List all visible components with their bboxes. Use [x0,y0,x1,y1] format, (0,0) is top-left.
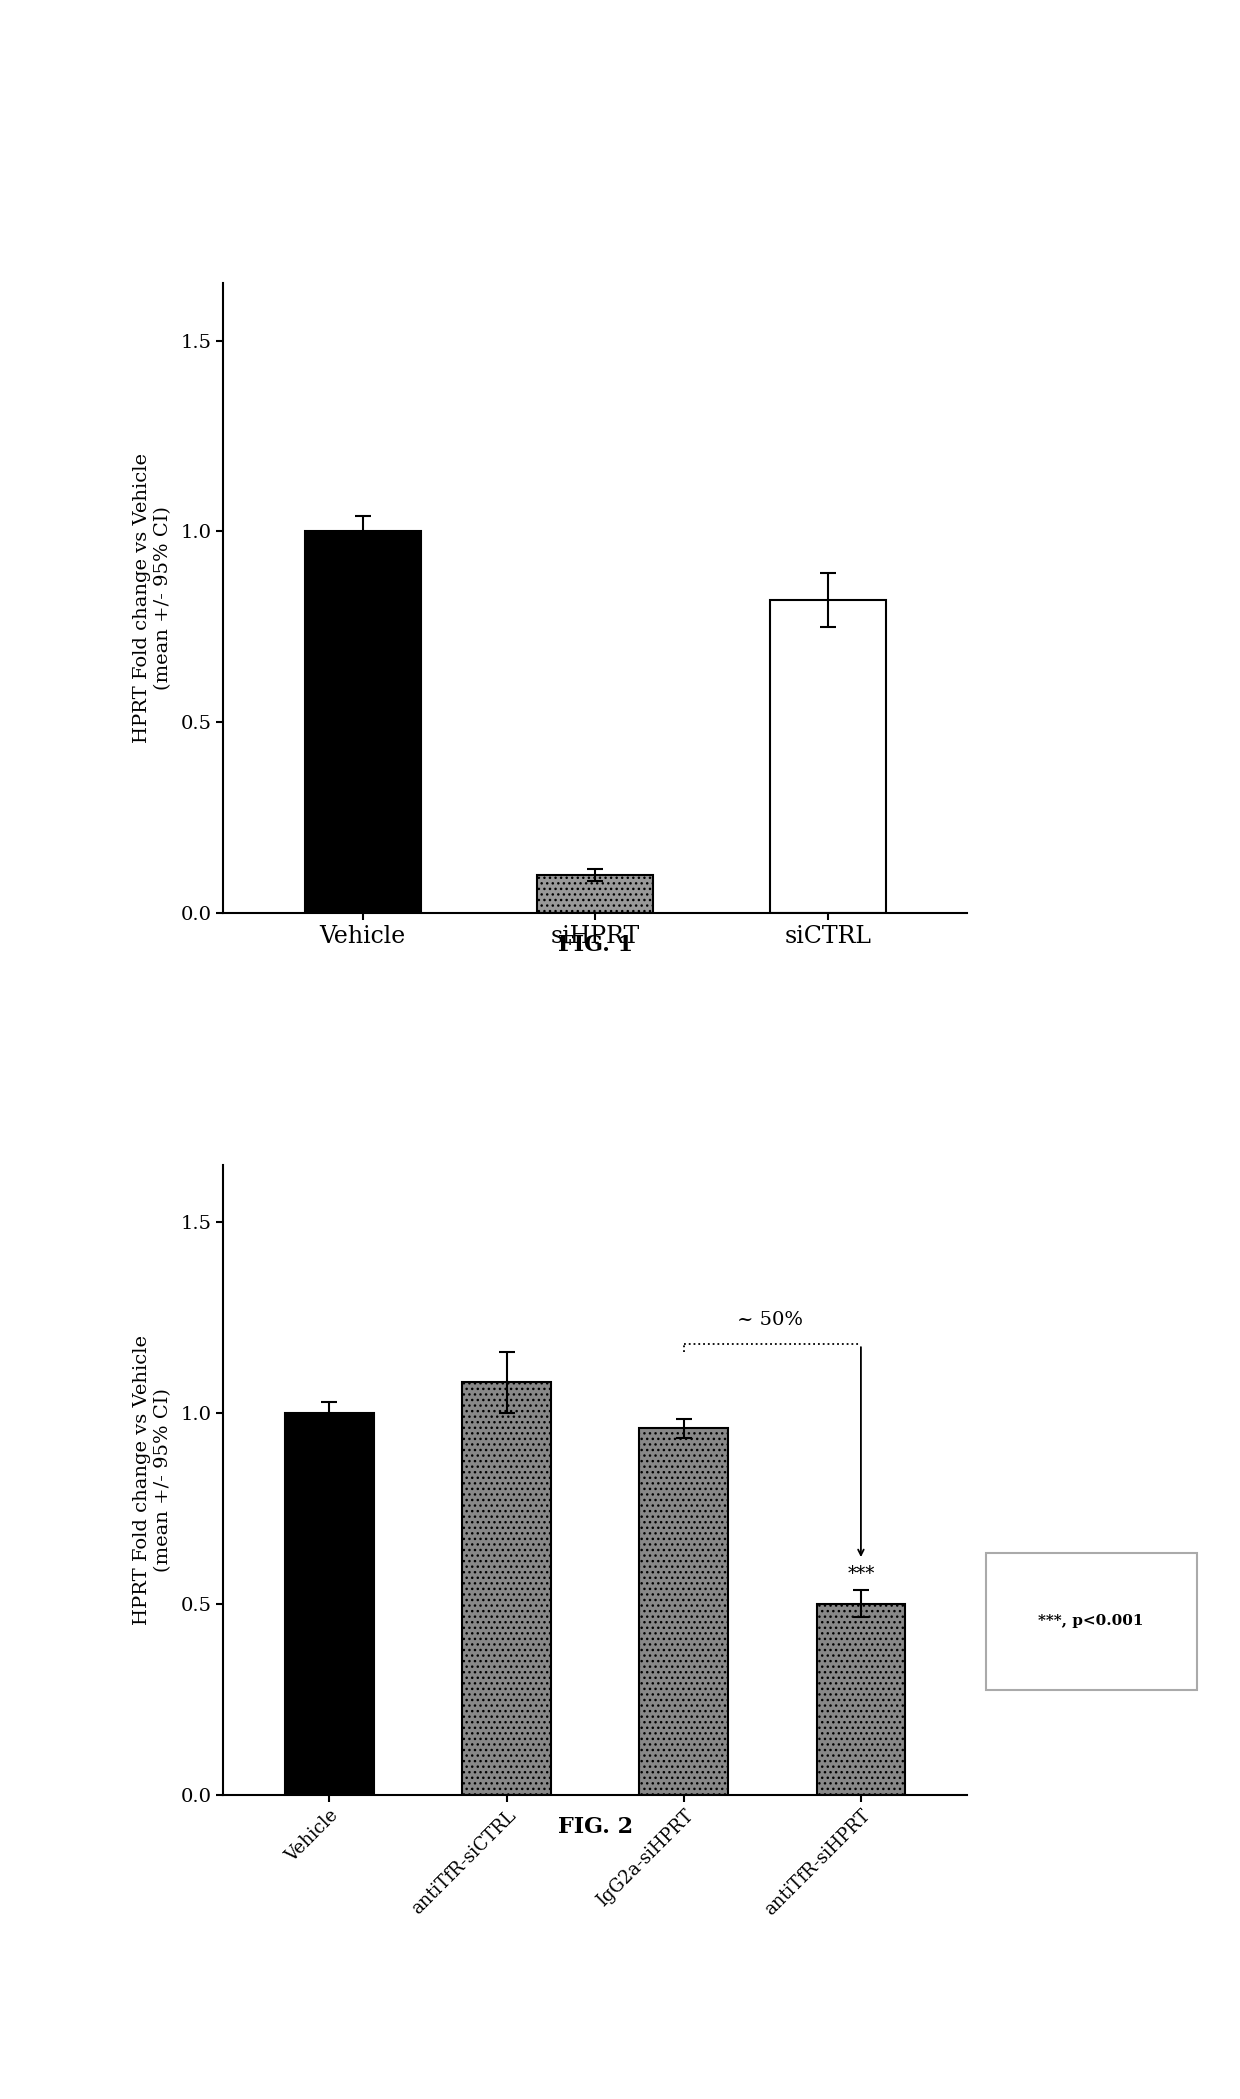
Bar [640,1427,728,1795]
Y-axis label: HPRT Fold change vs Vehicle
(mean +/- 95% CI): HPRT Fold change vs Vehicle (mean +/- 95… [133,1335,172,1625]
Text: FIG. 2: FIG. 2 [558,1816,632,1837]
Text: FIG. 1: FIG. 1 [558,934,632,955]
Text: ***: *** [847,1566,874,1583]
Bar [463,1383,551,1795]
Bar [770,600,885,913]
Bar [817,1604,905,1795]
Bar [537,875,653,913]
Y-axis label: HPRT Fold change vs Vehicle
(mean +/- 95% CI): HPRT Fold change vs Vehicle (mean +/- 95… [133,453,172,743]
Bar [305,531,420,913]
Text: ***, p<0.001: ***, p<0.001 [1038,1614,1145,1629]
Bar [285,1413,373,1795]
Text: ~ 50%: ~ 50% [737,1312,804,1329]
